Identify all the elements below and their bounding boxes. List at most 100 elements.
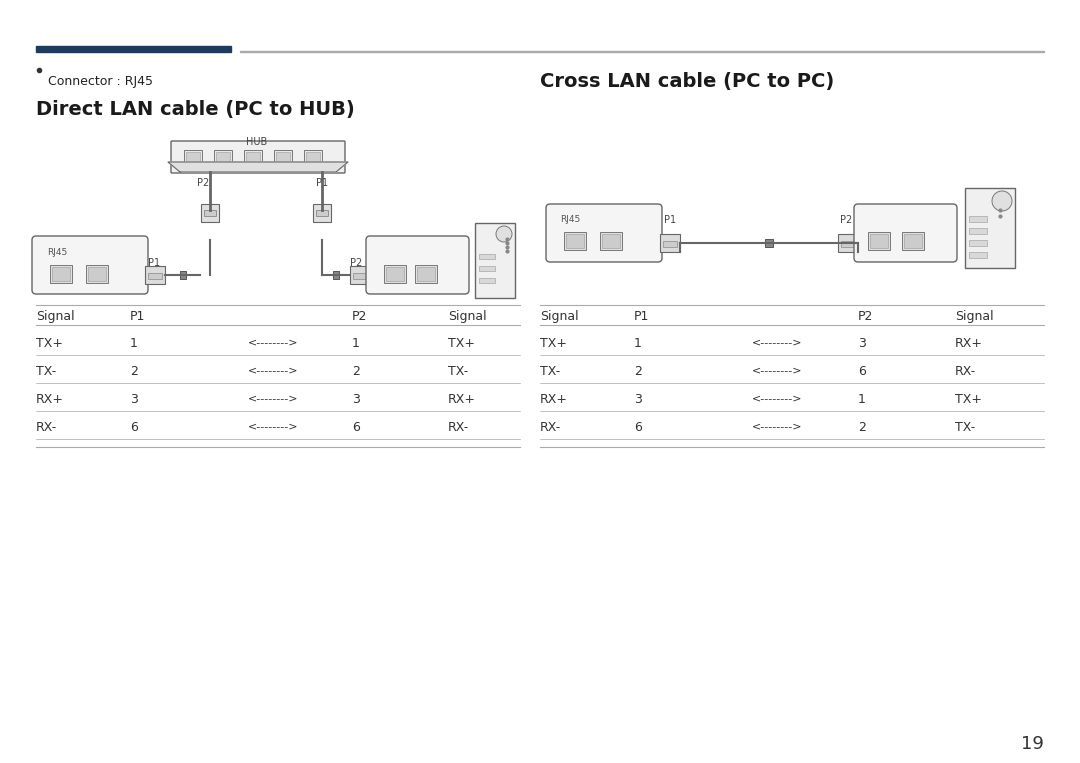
Bar: [353, 273, 367, 279]
Bar: [904, 234, 922, 248]
Text: P2: P2: [858, 310, 874, 323]
Bar: [417, 267, 435, 281]
Text: 1: 1: [858, 393, 866, 406]
Bar: [148, 273, 162, 279]
Bar: [333, 271, 339, 279]
FancyBboxPatch shape: [171, 141, 345, 173]
Bar: [868, 232, 890, 250]
Text: Signal: Signal: [448, 310, 487, 323]
Text: 6: 6: [352, 421, 360, 434]
Circle shape: [993, 191, 1012, 211]
Text: P1: P1: [148, 258, 160, 268]
Text: P1: P1: [664, 215, 676, 225]
Text: P2: P2: [352, 310, 367, 323]
Bar: [204, 210, 216, 216]
Bar: [186, 152, 200, 162]
Text: Direct LAN cable (PC to HUB): Direct LAN cable (PC to HUB): [36, 100, 354, 119]
Bar: [316, 210, 328, 216]
Bar: [415, 265, 437, 283]
Bar: [600, 232, 622, 250]
Text: 6: 6: [858, 365, 866, 378]
Text: 1: 1: [352, 337, 360, 350]
Text: <-------->: <-------->: [752, 337, 802, 347]
Text: Cross LAN cable (PC to PC): Cross LAN cable (PC to PC): [540, 72, 834, 91]
Bar: [306, 152, 320, 162]
Text: <-------->: <-------->: [752, 393, 802, 403]
Bar: [86, 265, 108, 283]
Text: TX-: TX-: [448, 365, 469, 378]
FancyBboxPatch shape: [32, 236, 148, 294]
Text: 2: 2: [634, 365, 642, 378]
Text: Signal: Signal: [540, 310, 579, 323]
Text: Connector : RJ45: Connector : RJ45: [48, 75, 153, 88]
Bar: [246, 152, 260, 162]
Text: RX+: RX+: [540, 393, 568, 406]
Text: Signal: Signal: [36, 310, 75, 323]
Text: 6: 6: [634, 421, 642, 434]
Text: 3: 3: [858, 337, 866, 350]
Bar: [566, 234, 584, 248]
Bar: [240, 50, 1044, 52]
Polygon shape: [168, 162, 348, 172]
Text: 1: 1: [634, 337, 642, 350]
Text: RJ45: RJ45: [48, 248, 67, 257]
Text: TX-: TX-: [955, 421, 975, 434]
Text: P2: P2: [350, 258, 362, 268]
Text: TX+: TX+: [955, 393, 982, 406]
Bar: [184, 150, 202, 164]
Bar: [838, 234, 858, 252]
Text: 6: 6: [130, 421, 138, 434]
Bar: [384, 265, 406, 283]
Text: TX-: TX-: [36, 365, 56, 378]
Text: TX-: TX-: [540, 365, 561, 378]
Text: <-------->: <-------->: [248, 337, 298, 347]
Bar: [201, 204, 219, 222]
Bar: [145, 266, 165, 284]
Text: TX+: TX+: [36, 337, 63, 350]
Text: 19: 19: [1021, 735, 1044, 753]
Bar: [276, 152, 291, 162]
Bar: [216, 152, 230, 162]
Text: 2: 2: [352, 365, 360, 378]
Bar: [602, 234, 620, 248]
Text: P1: P1: [316, 178, 328, 188]
Text: 3: 3: [130, 393, 138, 406]
Bar: [966, 188, 1015, 268]
Bar: [663, 241, 677, 247]
FancyBboxPatch shape: [366, 236, 469, 294]
Text: RX-: RX-: [540, 421, 562, 434]
Text: P1: P1: [130, 310, 146, 323]
Text: <-------->: <-------->: [248, 365, 298, 375]
Bar: [480, 254, 495, 259]
Text: RX+: RX+: [448, 393, 476, 406]
Bar: [480, 278, 495, 283]
Bar: [841, 241, 855, 247]
Bar: [350, 266, 370, 284]
Text: 3: 3: [634, 393, 642, 406]
FancyBboxPatch shape: [546, 204, 662, 262]
Text: HUB: HUB: [246, 137, 268, 147]
Text: P2: P2: [197, 178, 210, 188]
Circle shape: [496, 226, 512, 242]
Text: P2: P2: [840, 215, 852, 225]
Bar: [274, 150, 292, 164]
Text: <-------->: <-------->: [248, 393, 298, 403]
Text: 1: 1: [130, 337, 138, 350]
Text: RJ45: RJ45: [561, 215, 580, 224]
Bar: [180, 271, 186, 279]
Text: Signal: Signal: [955, 310, 994, 323]
Bar: [214, 150, 232, 164]
Text: RX+: RX+: [955, 337, 983, 350]
Bar: [50, 265, 72, 283]
Bar: [564, 232, 586, 250]
Text: <-------->: <-------->: [752, 421, 802, 431]
Text: P1: P1: [634, 310, 649, 323]
Bar: [313, 204, 330, 222]
Bar: [660, 234, 680, 252]
Bar: [303, 150, 322, 164]
Text: 2: 2: [858, 421, 866, 434]
Text: RX-: RX-: [448, 421, 469, 434]
Text: TX+: TX+: [448, 337, 475, 350]
Bar: [969, 228, 987, 234]
Bar: [969, 216, 987, 222]
